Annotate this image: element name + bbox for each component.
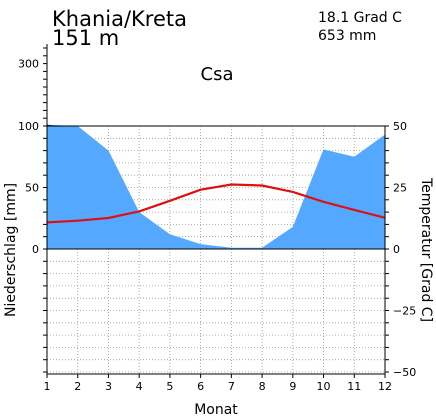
left-axis-title: Niederschlag [mm] (3, 183, 19, 317)
temperature-line-group (46, 183, 386, 224)
right-tick-label: −50 (393, 366, 416, 379)
x-tick-label: 6 (197, 380, 204, 393)
precipitation-fill (47, 124, 385, 249)
x-tick-label: 12 (378, 380, 392, 393)
x-tick-label: 8 (259, 380, 266, 393)
x-tick-label: 11 (347, 380, 361, 393)
x-tick-label: 1 (44, 380, 51, 393)
x-tick-label: 2 (74, 380, 81, 393)
left-tick-label: 0 (32, 243, 39, 256)
x-tick-label: 10 (317, 380, 331, 393)
plot-frame (46, 125, 386, 375)
x-axis-title: Monat (194, 402, 238, 418)
right-axis-title: Temperatur [Grad C] (418, 177, 434, 322)
x-tick-label: 9 (289, 380, 296, 393)
left-tick-label: 100 (18, 120, 39, 133)
left-tick-label: 50 (25, 182, 39, 195)
right-tick-label: 0 (393, 243, 400, 256)
right-tick-label: 25 (393, 182, 407, 195)
station-title: Khania/Kreta (52, 7, 187, 31)
x-tick-label: 7 (228, 380, 235, 393)
temperature-line (46, 183, 386, 224)
annual-precipitation: 653 mm (318, 28, 376, 44)
right-tick-label: −25 (393, 305, 416, 318)
annual-temperature: 18.1 Grad C (318, 10, 402, 26)
x-tick-label: 4 (136, 380, 143, 393)
climate-class: Csa (201, 64, 234, 85)
x-tick-label: 3 (105, 380, 112, 393)
right-tick-label: 50 (393, 120, 407, 133)
station-elevation: 151 m (52, 26, 119, 50)
axes (43, 44, 389, 378)
x-tick-label: 5 (166, 380, 173, 393)
left-tick-label: 300 (18, 58, 39, 71)
